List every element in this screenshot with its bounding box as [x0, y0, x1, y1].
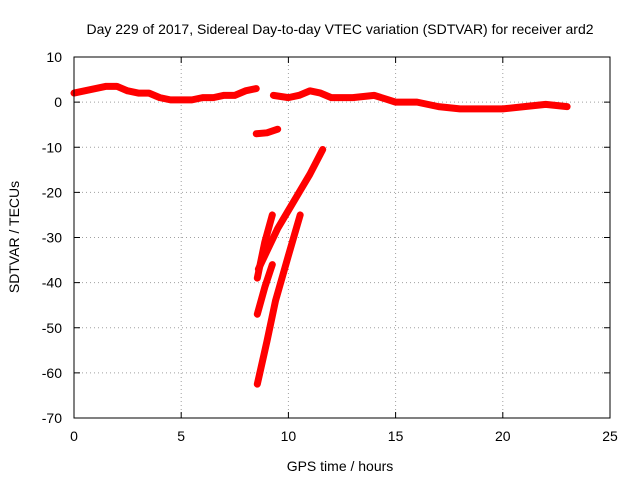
y-tick-label: -70: [42, 410, 62, 426]
x-tick-label: 15: [388, 428, 404, 444]
y-tick-label: -40: [42, 275, 62, 291]
y-tick-label: -60: [42, 365, 62, 381]
series-steep-line-3: [253, 211, 304, 388]
series-short-segment: [252, 125, 282, 138]
y-axis-label: SDTVAR / TECUs: [6, 181, 22, 293]
x-axis-label: GPS time / hours: [287, 458, 394, 474]
y-tick-label: -30: [42, 230, 62, 246]
x-tick-label: 10: [281, 428, 297, 444]
x-tick-label: 20: [495, 428, 511, 444]
y-tick-label: 10: [46, 49, 62, 65]
x-tick-label: 5: [177, 428, 185, 444]
x-tick-label: 0: [70, 428, 78, 444]
y-tick-label: -50: [42, 320, 62, 336]
series-steep-line-2: [253, 261, 276, 318]
chart-title: Day 229 of 2017, Sidereal Day-to-day VTE…: [86, 21, 593, 37]
y-tick-label: 0: [54, 94, 62, 110]
x-tick-label: 25: [602, 428, 618, 444]
y-tick-label: -10: [42, 139, 62, 155]
series-main-band-1: [70, 82, 260, 104]
series-steep-line-1: [253, 211, 276, 282]
series-long-curve: [254, 146, 327, 273]
series-main-band-2: [269, 87, 571, 113]
y-tick-label: -20: [42, 184, 62, 200]
